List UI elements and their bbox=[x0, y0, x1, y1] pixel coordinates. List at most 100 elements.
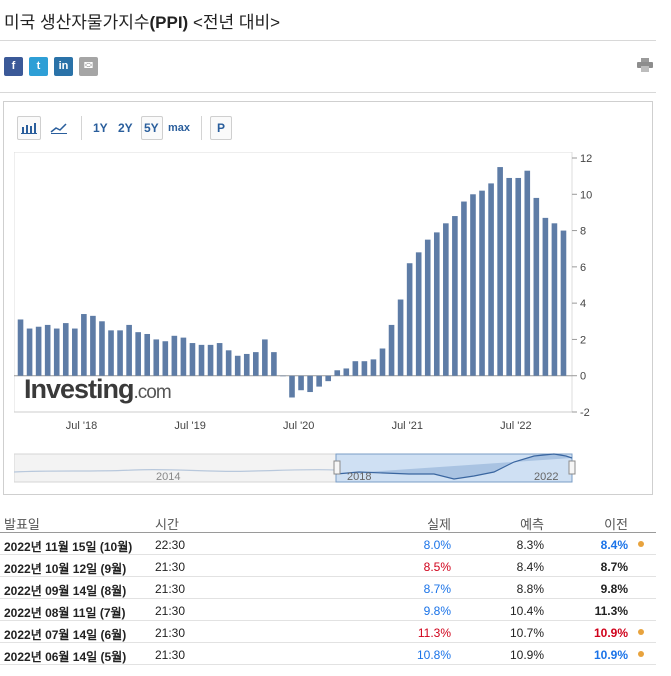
table-row: 2022년 09월 14일 (8월) 21:30 8.7% 8.8% 9.8% bbox=[0, 577, 656, 599]
twitter-icon: t bbox=[36, 60, 41, 72]
investing-watermark: Investing.com bbox=[24, 374, 172, 404]
p-label: P bbox=[217, 121, 226, 135]
range-navigator[interactable]: 2014 2018 2022 bbox=[14, 453, 576, 483]
title-prefix: 미국 생산자물가지수 bbox=[4, 13, 150, 32]
bar[interactable] bbox=[216, 343, 223, 376]
bar[interactable] bbox=[99, 321, 105, 376]
bar[interactable] bbox=[234, 355, 241, 376]
bar[interactable] bbox=[53, 328, 60, 376]
row-time: 22:30 bbox=[155, 538, 186, 552]
bar[interactable] bbox=[461, 201, 467, 376]
bar[interactable] bbox=[26, 328, 33, 376]
header-date: 발표일 bbox=[4, 517, 40, 532]
bar-chart-icon bbox=[21, 123, 37, 134]
bar[interactable] bbox=[334, 370, 341, 376]
bar[interactable] bbox=[280, 375, 286, 377]
bar[interactable] bbox=[17, 319, 24, 376]
bar[interactable] bbox=[488, 183, 494, 376]
table-row: 2022년 11월 15일 (10월) 22:30 8.0% 8.3% 8.4% bbox=[0, 533, 656, 555]
bar[interactable] bbox=[90, 315, 96, 376]
bar[interactable] bbox=[153, 339, 160, 376]
bar[interactable] bbox=[189, 343, 196, 376]
bar[interactable] bbox=[225, 350, 232, 376]
bar[interactable] bbox=[289, 375, 295, 398]
row-time: 21:30 bbox=[155, 604, 186, 618]
row-forecast: 8.4% bbox=[516, 560, 544, 574]
bar[interactable] bbox=[198, 344, 205, 376]
bar[interactable] bbox=[388, 324, 395, 376]
bar[interactable] bbox=[352, 361, 359, 376]
bar[interactable] bbox=[424, 239, 431, 376]
table-row: 2022년 07월 14일 (6월) 21:30 11.3% 10.7% 10.9% bbox=[0, 621, 656, 643]
bar[interactable] bbox=[135, 332, 141, 376]
bar[interactable] bbox=[117, 330, 123, 376]
bar[interactable] bbox=[243, 353, 250, 376]
bar[interactable] bbox=[379, 348, 386, 376]
table-header: 발표일 시간 실제 예측 이전 bbox=[0, 508, 656, 533]
bar[interactable] bbox=[207, 344, 214, 376]
chart-panel: 1Y 2Y 5Y max P Investing.com -2 0 2 4 6 8 10 12… bbox=[3, 101, 653, 495]
linkedin-share-button[interactable]: in bbox=[54, 57, 73, 76]
range-1y-button[interactable]: 1Y bbox=[93, 121, 108, 135]
bar[interactable] bbox=[370, 359, 377, 376]
bar[interactable] bbox=[62, 323, 69, 376]
bar-chart-button[interactable] bbox=[17, 116, 41, 140]
bar[interactable] bbox=[126, 324, 132, 376]
row-actual: 11.3% bbox=[417, 626, 451, 640]
bar[interactable] bbox=[307, 375, 313, 393]
bar[interactable] bbox=[452, 216, 458, 376]
bar[interactable] bbox=[397, 299, 404, 376]
bar[interactable] bbox=[533, 197, 540, 376]
bar[interactable] bbox=[35, 326, 42, 376]
y-tick-label: -2 bbox=[580, 407, 590, 419]
p-button[interactable]: P bbox=[210, 116, 232, 140]
bar[interactable] bbox=[542, 217, 549, 376]
bar[interactable] bbox=[361, 361, 368, 376]
range-2y-button[interactable]: 2Y bbox=[118, 121, 133, 135]
print-icon[interactable] bbox=[637, 58, 653, 72]
email-share-button[interactable]: ✉ bbox=[79, 57, 98, 76]
bar[interactable] bbox=[44, 324, 51, 376]
navigator-right-handle[interactable] bbox=[568, 460, 576, 475]
y-tick-label: 6 bbox=[580, 262, 586, 274]
bar[interactable] bbox=[479, 190, 485, 376]
range-max-button[interactable]: max bbox=[168, 122, 191, 134]
bar[interactable] bbox=[406, 263, 413, 376]
header-actual: 실제 bbox=[427, 517, 451, 532]
bar[interactable] bbox=[72, 328, 78, 376]
bar[interactable] bbox=[433, 232, 440, 376]
bar[interactable] bbox=[171, 335, 178, 376]
table-row: 2022년 10월 12일 (9월) 21:30 8.5% 8.4% 8.7% bbox=[0, 555, 656, 577]
twitter-share-button[interactable]: t bbox=[29, 57, 48, 76]
bar[interactable] bbox=[162, 341, 169, 376]
row-date: 2022년 07월 14일 (6월) bbox=[4, 628, 127, 642]
bar[interactable] bbox=[560, 230, 567, 376]
y-tick-label: 2 bbox=[580, 334, 586, 346]
bar[interactable] bbox=[343, 368, 350, 376]
bar[interactable] bbox=[271, 352, 277, 376]
bar[interactable] bbox=[262, 339, 268, 376]
bar[interactable] bbox=[470, 194, 476, 376]
bar[interactable] bbox=[515, 177, 522, 376]
range-5y-button[interactable]: 5Y bbox=[141, 116, 163, 140]
bar[interactable] bbox=[108, 330, 114, 376]
row-previous: 10.9% bbox=[593, 648, 628, 662]
bar[interactable] bbox=[443, 223, 449, 376]
bar[interactable] bbox=[325, 375, 332, 382]
bar[interactable] bbox=[252, 352, 259, 376]
bar[interactable] bbox=[180, 337, 187, 376]
bar[interactable] bbox=[298, 375, 304, 391]
bar[interactable] bbox=[81, 314, 87, 376]
navigator-left-handle[interactable] bbox=[333, 460, 341, 475]
bar[interactable] bbox=[415, 252, 422, 376]
bar[interactable] bbox=[551, 223, 558, 376]
bar[interactable] bbox=[524, 170, 531, 376]
bar[interactable] bbox=[497, 167, 503, 376]
facebook-share-button[interactable]: f bbox=[4, 57, 23, 76]
bar[interactable] bbox=[316, 375, 322, 387]
bar[interactable] bbox=[144, 333, 151, 376]
row-time: 21:30 bbox=[155, 648, 186, 662]
row-forecast: 8.3% bbox=[516, 538, 544, 552]
bar[interactable] bbox=[506, 177, 512, 376]
area-chart-button[interactable] bbox=[47, 116, 71, 140]
